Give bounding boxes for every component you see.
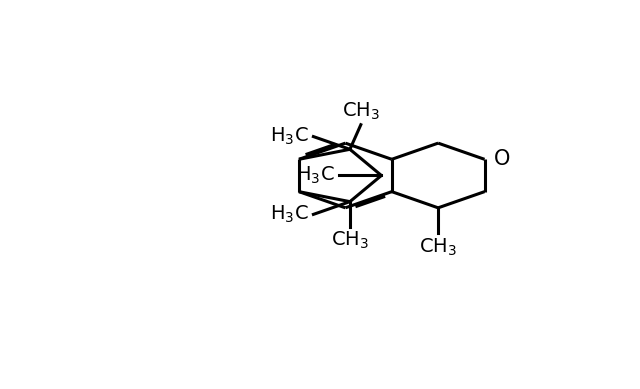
Text: CH$_3$: CH$_3$ [342,100,380,122]
Text: H$_3$C: H$_3$C [296,165,334,186]
Text: H$_3$C: H$_3$C [270,204,308,225]
Text: CH$_3$: CH$_3$ [331,230,369,251]
Text: O: O [493,149,510,169]
Text: CH$_3$: CH$_3$ [419,236,457,258]
Text: H$_3$C: H$_3$C [270,126,308,147]
